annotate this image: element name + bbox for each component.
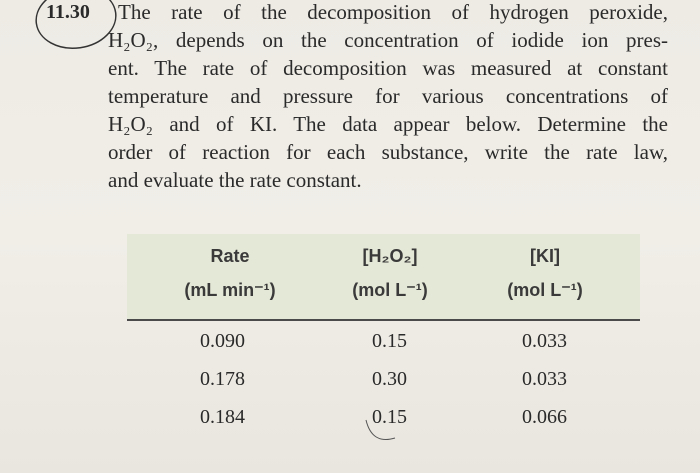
- table-cell: 0.178: [200, 368, 245, 390]
- table-cell: 0.30: [372, 368, 407, 390]
- table-cell: 0.033: [522, 330, 567, 352]
- problem-number: 11.30: [46, 1, 90, 23]
- table-cell: 0.15: [372, 330, 407, 352]
- text-line: temperature and pressure for various con…: [108, 84, 668, 108]
- text-line: H₂O₂ and of KI. The data appear below. D…: [108, 112, 668, 136]
- table-rule: [127, 319, 640, 321]
- column-header: [KI]: [530, 246, 560, 266]
- pen-stroke: [365, 419, 396, 440]
- table-cell: 0.184: [200, 406, 245, 428]
- text-line: H₂O₂, depends on the concentration of io…: [108, 28, 668, 52]
- table-cell: 0.090: [200, 330, 245, 352]
- text-line: and evaluate the rate constant.: [108, 168, 362, 192]
- pen-circle: [35, 0, 117, 49]
- text-line: The rate of the decomposition of hydroge…: [118, 0, 668, 24]
- column-header: (mL min⁻¹): [184, 280, 276, 300]
- table-header-band: [127, 234, 640, 320]
- column-header: [H₂O₂]: [362, 246, 418, 266]
- text-line: ent. The rate of decomposition was measu…: [108, 56, 668, 80]
- table-cell: 0.033: [522, 368, 567, 390]
- column-header: (mol L⁻¹): [507, 280, 583, 300]
- table-cell: 0.066: [522, 406, 567, 428]
- text-line: order of reaction for each substance, wr…: [108, 140, 668, 164]
- table-cell: 0.15: [372, 406, 407, 428]
- column-header: (mol L⁻¹): [352, 280, 428, 300]
- column-header: Rate: [210, 246, 250, 266]
